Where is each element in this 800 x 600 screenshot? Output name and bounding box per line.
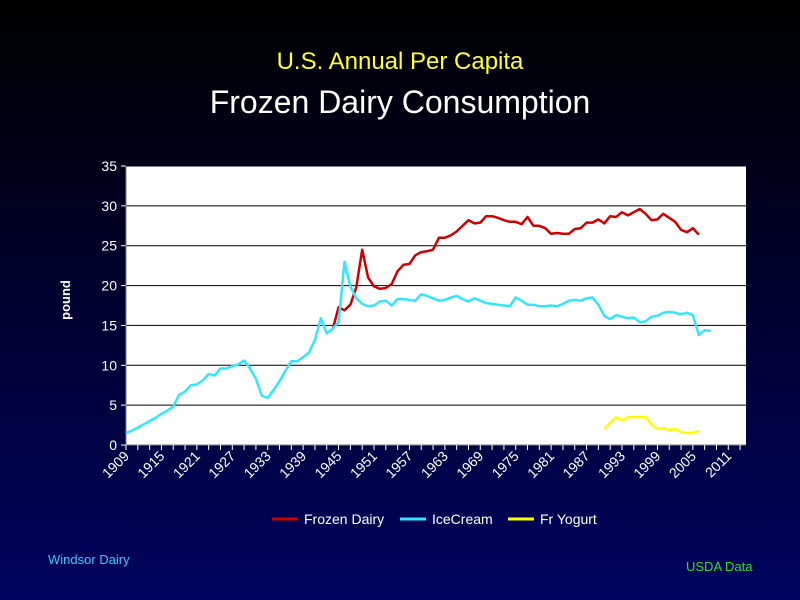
x-tick-label: 2011	[702, 448, 735, 481]
x-tick-label: 2005	[666, 448, 699, 481]
legend-item: Fr Yogurt	[508, 511, 597, 527]
x-tick-label: 1981	[524, 448, 557, 481]
x-tick-label: 1963	[418, 448, 451, 481]
series-line-frozen-dairy	[331, 207, 700, 330]
y-tick-label: 0	[109, 437, 117, 453]
x-tick-label: 1969	[453, 448, 486, 481]
series-line-icecream	[125, 260, 711, 435]
x-tick-label: 1987	[559, 448, 592, 481]
x-tick-label: 1921	[170, 448, 203, 481]
x-tick-label: 1993	[595, 448, 628, 481]
y-tick-label: 20	[101, 278, 117, 294]
x-tick-label: 1909	[99, 448, 132, 481]
x-tick-label: 1915	[134, 448, 167, 481]
x-tick-label: 1957	[382, 448, 415, 481]
x-tick-label: 1999	[630, 448, 663, 481]
x-tick-label: 1933	[240, 448, 273, 481]
y-tick-label: 30	[101, 198, 117, 214]
legend-label: Fr Yogurt	[540, 511, 597, 527]
footer-source-right: USDA Data	[686, 559, 753, 574]
legend-label: IceCream	[432, 511, 493, 527]
legend-item: Frozen Dairy	[272, 511, 384, 527]
y-axis-label: pound	[58, 280, 73, 320]
y-tick-label: 25	[101, 238, 117, 254]
y-tick-label: 10	[101, 357, 117, 373]
legend-item: IceCream	[400, 511, 493, 527]
legend-label: Frozen Dairy	[304, 511, 384, 527]
x-tick-label: 1951	[347, 448, 380, 481]
chart-title-line2: Frozen Dairy Consumption	[209, 84, 591, 120]
series-line-fr-yogurt	[603, 415, 700, 435]
x-tick-label: 1927	[205, 448, 238, 481]
y-tick-label: 5	[109, 397, 117, 413]
x-tick-label: 1945	[311, 448, 344, 481]
chart-title-line1: U.S. Annual Per Capita	[276, 48, 524, 75]
x-tick-label: 1975	[488, 448, 521, 481]
y-tick-label: 35	[101, 158, 117, 174]
y-tick-label: 15	[101, 317, 117, 333]
footer-source-left: Windsor Dairy	[48, 552, 130, 567]
x-tick-label: 1939	[276, 448, 309, 481]
plot-area	[126, 166, 746, 445]
